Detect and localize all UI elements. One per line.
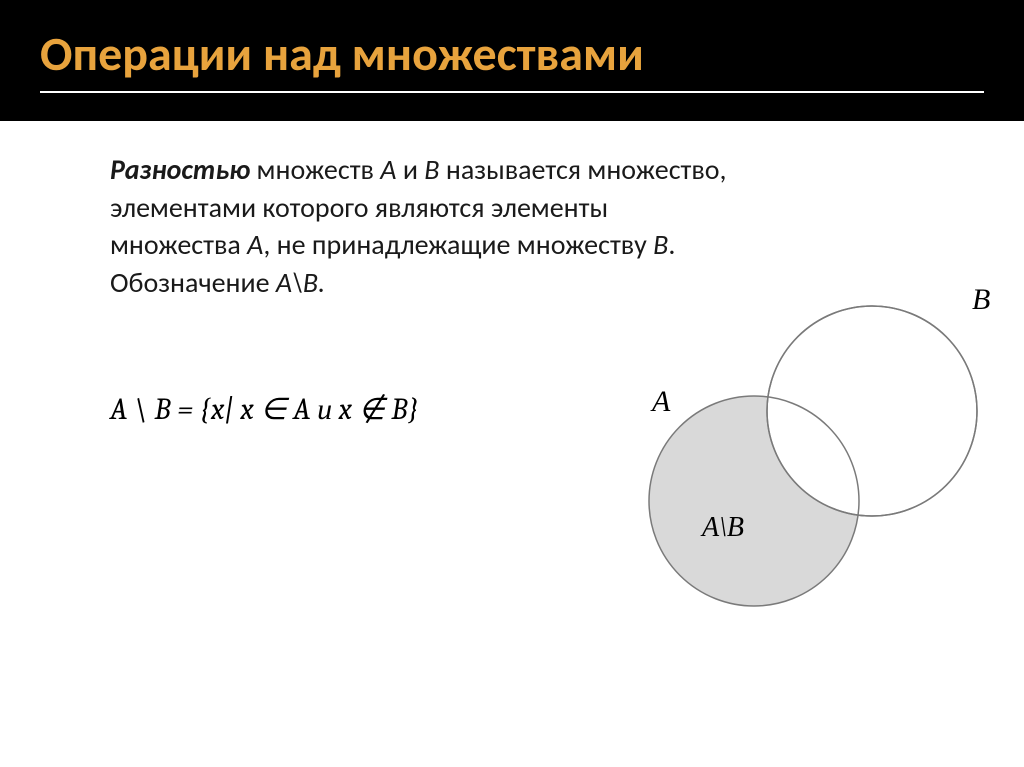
definition-term: Разностью: [110, 152, 250, 187]
def-set-B2: В: [653, 227, 668, 262]
def-set-B: В: [424, 152, 439, 187]
definition-text: Разностью множеств А и В называется множ…: [110, 151, 730, 302]
def-part4: .: [668, 227, 675, 262]
slide-title: Операции над множествами: [40, 28, 984, 81]
def-set-A2: А: [247, 227, 263, 262]
venn-diagram: A B A\B: [634, 291, 984, 641]
def-set-A: А: [380, 152, 396, 187]
venn-circle-b: [767, 306, 977, 516]
def-and: и: [396, 152, 424, 187]
def-part3: , не принадлежащие множеству: [263, 227, 653, 262]
venn-label-b: B: [972, 283, 990, 316]
venn-label-a: A: [650, 385, 671, 418]
content-area: Разностью множеств А и В называется множ…: [0, 121, 1024, 748]
notation-value: А\В.: [276, 265, 325, 300]
slide-header: Операции над множествами: [0, 0, 1024, 121]
title-underline: [40, 91, 984, 93]
def-part1: множеств: [250, 152, 380, 187]
notation-label: Обозначение: [110, 265, 276, 300]
venn-label-diff: A\B: [700, 512, 744, 543]
